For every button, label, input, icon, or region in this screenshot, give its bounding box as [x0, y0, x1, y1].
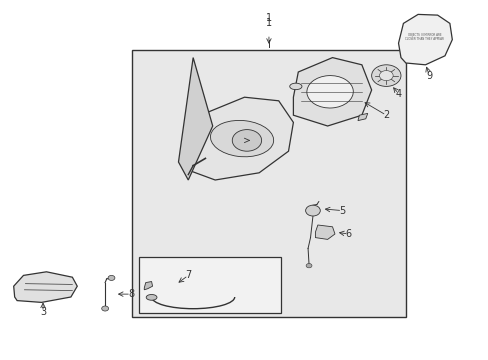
Text: 2: 2	[383, 110, 388, 120]
Text: 7: 7	[185, 270, 191, 280]
Text: OBJECTS IN MIRROR ARE
CLOSER THAN THEY APPEAR: OBJECTS IN MIRROR ARE CLOSER THAN THEY A…	[404, 33, 443, 41]
Ellipse shape	[146, 294, 157, 300]
Text: 5: 5	[339, 206, 345, 216]
Polygon shape	[293, 58, 371, 126]
Polygon shape	[185, 97, 293, 180]
Polygon shape	[357, 113, 367, 121]
Text: 8: 8	[128, 289, 134, 299]
Text: 1: 1	[265, 18, 271, 28]
Bar	[132, 50, 405, 317]
Text: 3: 3	[40, 307, 46, 317]
Polygon shape	[398, 14, 451, 65]
Circle shape	[108, 275, 115, 280]
Circle shape	[232, 130, 261, 151]
Polygon shape	[14, 272, 77, 302]
Text: 4: 4	[395, 89, 401, 99]
Polygon shape	[144, 282, 152, 290]
Polygon shape	[315, 225, 334, 239]
Circle shape	[102, 306, 108, 311]
Ellipse shape	[289, 83, 302, 90]
Circle shape	[305, 205, 320, 216]
Ellipse shape	[306, 76, 352, 108]
Bar	[139, 257, 281, 313]
Ellipse shape	[210, 120, 273, 157]
Text: 6: 6	[345, 229, 351, 239]
Circle shape	[371, 65, 400, 86]
Text: 1: 1	[265, 13, 271, 23]
Circle shape	[305, 264, 311, 268]
Circle shape	[379, 71, 392, 81]
Polygon shape	[178, 58, 212, 180]
Text: 9: 9	[426, 71, 431, 81]
